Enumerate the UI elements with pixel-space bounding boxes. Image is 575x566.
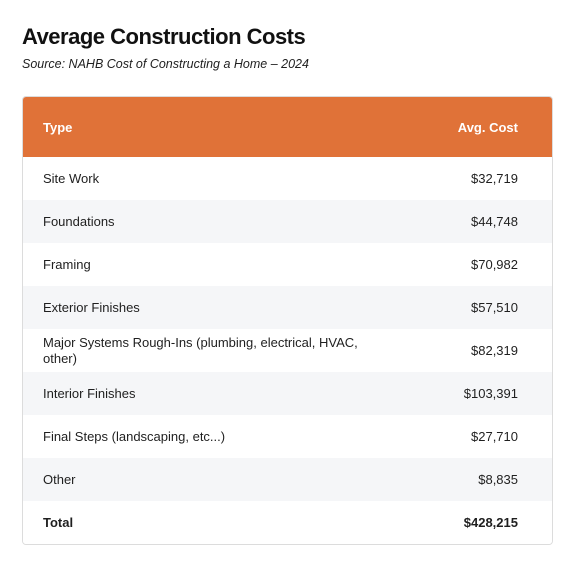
- column-header-type: Type: [43, 119, 73, 135]
- table-row: Foundations $44,748: [23, 200, 552, 243]
- total-label: Total: [43, 514, 74, 530]
- table-row: Final Steps (landscaping, etc...) $27,71…: [23, 415, 552, 458]
- row-cost: $57,510: [471, 299, 518, 315]
- row-cost: $8,835: [478, 471, 518, 487]
- row-type: Final Steps (landscaping, etc...): [43, 428, 226, 444]
- column-header-avg-cost: Avg. Cost: [457, 119, 518, 135]
- row-cost: $103,391: [463, 385, 518, 401]
- row-cost: $44,748: [471, 213, 518, 229]
- row-type: Other: [43, 471, 76, 487]
- cost-table-card: Type Avg. Cost Site Work $32,719 Foundat…: [22, 96, 553, 545]
- table-row: Major Systems Rough-Ins (plumbing, elect…: [23, 329, 552, 372]
- row-type: Exterior Finishes: [43, 299, 140, 315]
- row-type: Major Systems Rough-Ins (plumbing, elect…: [43, 334, 358, 366]
- table-total-row: Total $428,215: [23, 501, 552, 544]
- total-cost: $428,215: [463, 514, 518, 530]
- table-row: Site Work $32,719: [23, 157, 552, 200]
- row-type: Interior Finishes: [43, 385, 136, 401]
- row-cost: $27,710: [471, 428, 518, 444]
- table-row: Interior Finishes $103,391: [23, 372, 552, 415]
- page-title: Average Construction Costs: [22, 24, 306, 49]
- row-type: Framing: [43, 256, 91, 272]
- row-cost: $32,719: [471, 170, 518, 186]
- cost-table: Type Avg. Cost Site Work $32,719 Foundat…: [23, 97, 552, 544]
- table-row: Other $8,835: [23, 458, 552, 501]
- row-type: Foundations: [43, 213, 115, 229]
- table-row: Framing $70,982: [23, 243, 552, 286]
- table-header-row: Type Avg. Cost: [23, 97, 552, 157]
- row-cost: $70,982: [471, 256, 518, 272]
- row-type: Site Work: [43, 170, 100, 186]
- source-subtitle: Source: NAHB Cost of Constructing a Home…: [22, 57, 309, 71]
- table-row: Exterior Finishes $57,510: [23, 286, 552, 329]
- row-cost: $82,319: [471, 342, 518, 358]
